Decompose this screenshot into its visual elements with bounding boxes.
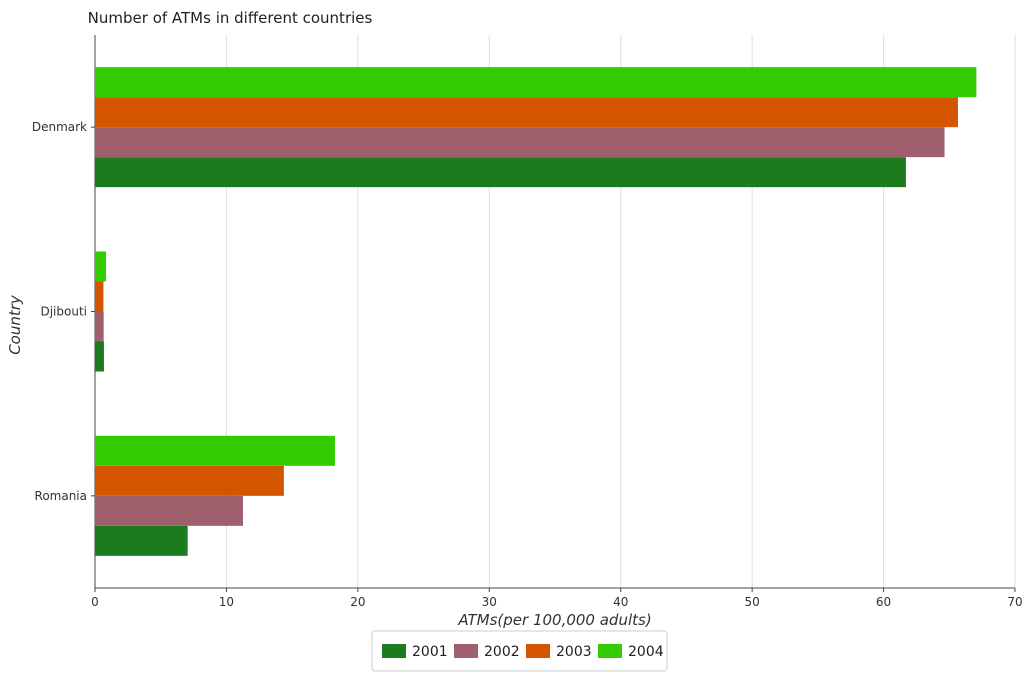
legend-label-2003: 2003 <box>556 644 592 660</box>
bar-romania-2001 <box>95 525 188 556</box>
legend-swatch-2001 <box>382 644 406 658</box>
legend-label-2004: 2004 <box>628 644 664 660</box>
bar-denmark-2002 <box>95 127 945 158</box>
x-tick-label: 20 <box>350 595 365 609</box>
legend-label-2002: 2002 <box>484 644 520 660</box>
y-axis-label: Country <box>6 294 24 355</box>
bar-djibouti-2002 <box>95 311 104 342</box>
y-tick-label: Djibouti <box>40 305 87 319</box>
x-tick-label: 30 <box>482 595 497 609</box>
bar-romania-2003 <box>95 465 284 496</box>
x-axis-label: ATMs(per 100,000 adults) <box>457 611 651 629</box>
x-tick-label: 60 <box>876 595 891 609</box>
bar-djibouti-2003 <box>95 281 104 312</box>
x-axis-ticks: 0 10 20 30 40 50 60 70 <box>91 588 1023 609</box>
x-tick-label: 40 <box>613 595 628 609</box>
x-tick-label: 50 <box>745 595 760 609</box>
legend-swatch-2003 <box>526 644 550 658</box>
legend-swatch-2002 <box>454 644 478 658</box>
bar-romania-2004 <box>95 435 335 466</box>
bar-djibouti-2004 <box>95 251 107 282</box>
legend-label-2001: 2001 <box>412 644 448 660</box>
bar-romania-2002 <box>95 495 243 526</box>
x-tick-label: 0 <box>91 595 99 609</box>
chart-title: Number of ATMs in different countries <box>88 9 373 27</box>
legend-box <box>371 630 668 672</box>
x-tick-label: 10 <box>219 595 234 609</box>
y-axis-ticks: Denmark Djibouti Romania <box>32 120 95 503</box>
bar-denmark-2001 <box>95 157 906 188</box>
bar-djibouti-2001 <box>95 341 104 372</box>
legend-swatch-2004 <box>598 644 622 658</box>
x-tick-label: 70 <box>1007 595 1022 609</box>
bars <box>95 67 977 556</box>
bar-denmark-2004 <box>95 67 977 98</box>
legend: 2001 2002 2003 2004 <box>371 630 668 672</box>
y-tick-label: Denmark <box>32 120 87 134</box>
y-tick-label: Romania <box>35 489 87 503</box>
bar-denmark-2003 <box>95 97 958 128</box>
